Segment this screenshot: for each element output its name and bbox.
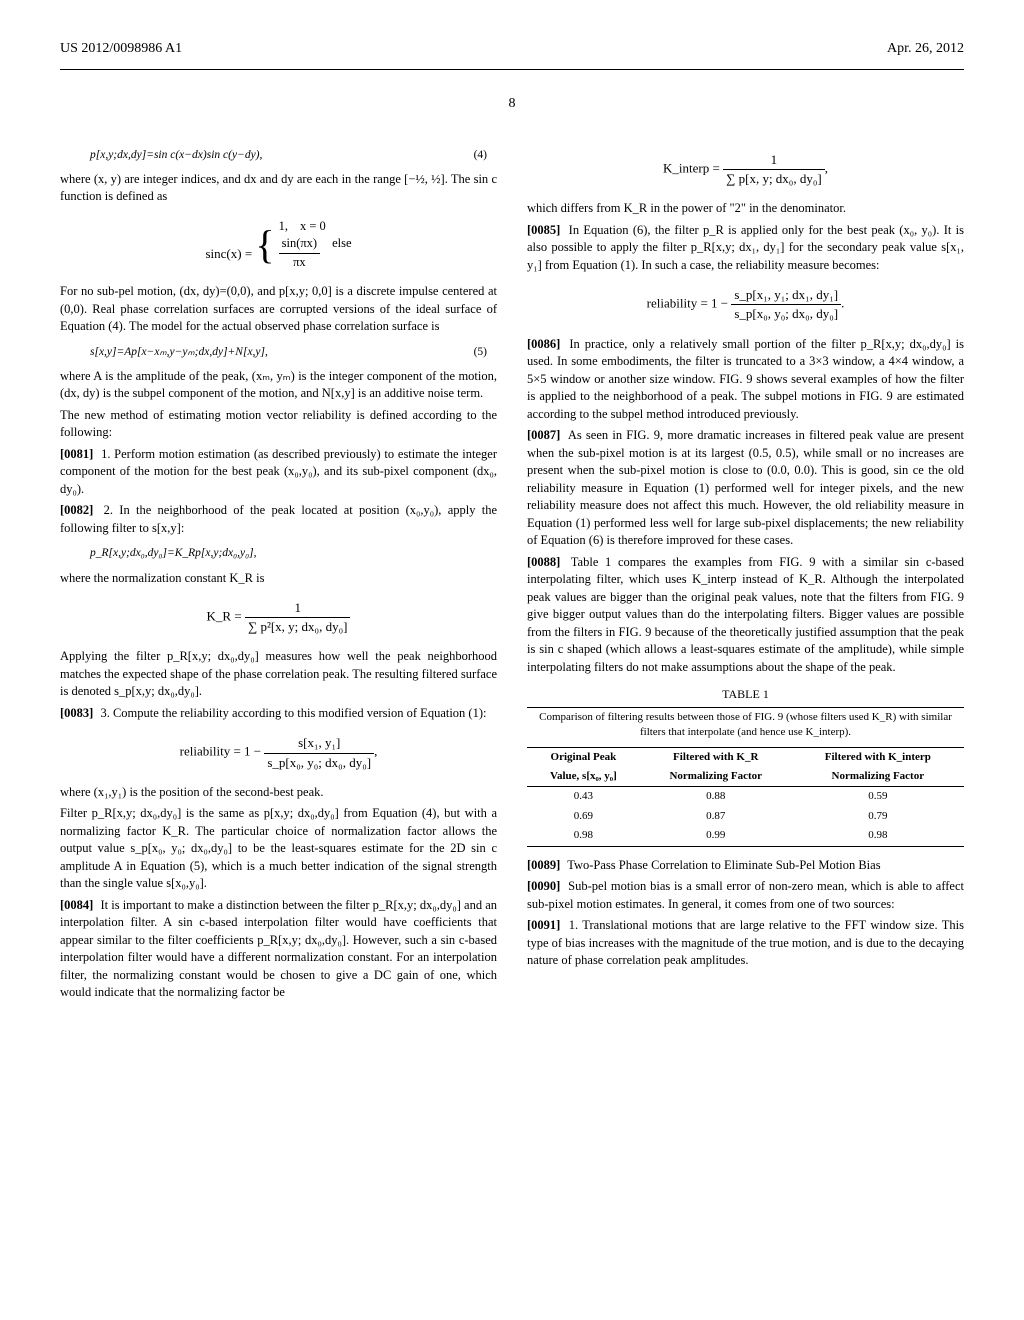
paragraph-0084: [0084] It is important to make a distinc…: [60, 897, 497, 1002]
body-text: The new method of estimating motion vect…: [60, 407, 497, 442]
paragraph-0086: [0086] In practice, only a relatively sm…: [527, 336, 964, 424]
paragraph-0081: [0081] 1. Perform motion estimation (as …: [60, 446, 497, 499]
equation-reliability-1: reliability = 1 − s[x₁, y₁] s_p[x₀, y₀; …: [60, 734, 497, 771]
left-brace-icon: {: [255, 225, 274, 265]
table-row: 0.69 0.87 0.79: [527, 807, 964, 826]
body-text: Filter p_R[x,y; dx₀,dy₀] is the same as …: [60, 805, 497, 893]
sinc-definition: sinc(x) = { 1, x = 0 sin(πx) πx else: [60, 218, 497, 272]
equation-reliability-2: reliability = 1 − s_p[x₁, y₁; dx₁, dy₁] …: [527, 286, 964, 323]
publication-number: US 2012/0098986 A1: [60, 40, 182, 59]
body-text: For no sub-pel motion, (dx, dy)=(0,0), a…: [60, 283, 497, 336]
body-text: where the normalization constant K_R is: [60, 570, 497, 588]
comparison-table: Original Peak Filtered with K_R Filtered…: [527, 747, 964, 847]
page-number: 8: [60, 95, 964, 114]
paragraph-0087: [0087] As seen in FIG. 9, more dramatic …: [527, 427, 964, 550]
table-1: TABLE 1 Comparison of filtering results …: [527, 686, 964, 847]
header-rule: [60, 69, 964, 70]
right-column: K_interp = 1 ∑ p[x, y; dx₀, dy₀] , which…: [527, 139, 964, 1006]
paragraph-0091: [0091] 1. Translational motions that are…: [527, 917, 964, 970]
paragraph-0083: [0083] 3. Compute the reliability accord…: [60, 705, 497, 723]
equation-KR: K_R = 1 ∑ p²[x, y; dx₀, dy₀]: [60, 599, 497, 636]
body-text: which differs from K_R in the power of "…: [527, 200, 964, 218]
table-caption: Comparison of filtering results between …: [527, 710, 964, 741]
table-title: TABLE 1: [527, 686, 964, 703]
paragraph-0088: [0088] Table 1 compares the examples fro…: [527, 554, 964, 677]
equation-5: s[x,y]=Ap[x−xₘ,y−yₘ;dx,dy]+N[x,y], (5): [90, 344, 497, 360]
table-row: 0.43 0.88 0.59: [527, 787, 964, 807]
body-text: where (x, y) are integer indices, and dx…: [60, 171, 497, 206]
table-header: Original Peak: [527, 747, 640, 767]
paragraph-0089: [0089] Two-Pass Phase Correlation to Eli…: [527, 857, 964, 875]
equation-pR: p_R[x,y;dx₀,dy₀]=K_Rp[x,y;dx₀,y₀],: [90, 545, 497, 561]
table-row: 0.98 0.99 0.98: [527, 826, 964, 846]
table-header: Normalizing Factor: [640, 767, 792, 787]
publication-date: Apr. 26, 2012: [887, 40, 964, 59]
left-column: p[x,y;dx,dy]=sin c(x−dx)sin c(y−dy), (4)…: [60, 139, 497, 1006]
paragraph-0085: [0085] In Equation (6), the filter p_R i…: [527, 222, 964, 275]
paragraph-0090: [0090] Sub-pel motion bias is a small er…: [527, 878, 964, 913]
equation-4: p[x,y;dx,dy]=sin c(x−dx)sin c(y−dy), (4): [90, 147, 497, 163]
table-header: Normalizing Factor: [792, 767, 964, 787]
paragraph-0082: [0082] 2. In the neighborhood of the pea…: [60, 502, 497, 537]
body-text: where (x₁,y₁) is the position of the sec…: [60, 784, 497, 802]
equation-Kinterp: K_interp = 1 ∑ p[x, y; dx₀, dy₀] ,: [527, 151, 964, 188]
page-header: US 2012/0098986 A1 Apr. 26, 2012: [60, 40, 964, 59]
table-header: Filtered with K_R: [640, 747, 792, 767]
two-column-body: p[x,y;dx,dy]=sin c(x−dx)sin c(y−dy), (4)…: [60, 139, 964, 1006]
body-text: Applying the filter p_R[x,y; dx₀,dy₀] me…: [60, 648, 497, 701]
body-text: where A is the amplitude of the peak, (x…: [60, 368, 497, 403]
table-header: Value, s[x₀, y₀]: [527, 767, 640, 787]
table-header: Filtered with K_interp: [792, 747, 964, 767]
